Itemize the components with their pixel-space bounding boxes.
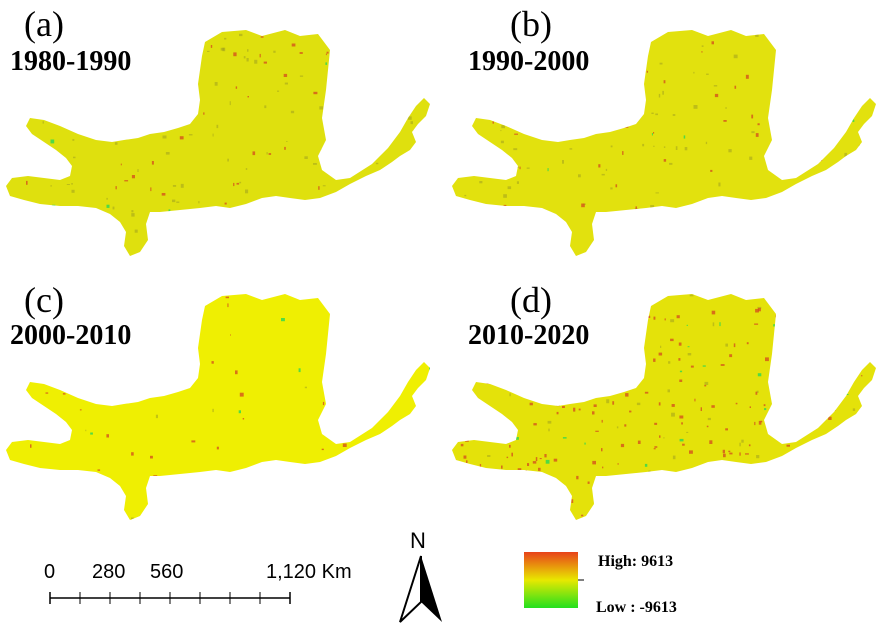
- map-region-d: [452, 294, 876, 520]
- panel-label: (b): [510, 4, 552, 44]
- legend-low-label: Low : -9613: [596, 599, 677, 616]
- map-panel-d: (d) 2010-2020: [446, 264, 892, 534]
- map-region-b: [452, 30, 876, 256]
- north-arrow-icon: [399, 555, 442, 623]
- map-region-c: [6, 294, 430, 520]
- period-label: 2010-2020: [468, 320, 590, 351]
- map-panel-a: (a) 1980-1990: [0, 0, 446, 270]
- scale-tick-label-1120: 1,120 Km: [266, 561, 352, 583]
- legend-color-ramp: [524, 552, 584, 608]
- map-region-a: [6, 30, 430, 256]
- scale-tick-label-0: 0: [44, 561, 56, 583]
- period-label: 1990-2000: [468, 46, 590, 77]
- map-panel-b: (b) 1990-2000: [446, 0, 892, 270]
- north-letter: N: [410, 528, 426, 553]
- legend-high-label: High: 9613: [598, 553, 674, 570]
- panel-label: (c): [24, 280, 64, 320]
- scale-tick-label-280: 280: [92, 561, 126, 583]
- scale-tick-label-560: 560: [150, 561, 184, 583]
- period-label: 1980-1990: [10, 46, 132, 77]
- period-label: 2000-2010: [10, 320, 132, 351]
- panel-label: (d): [510, 280, 552, 320]
- scale-bar: [49, 592, 291, 604]
- panel-label: (a): [24, 4, 64, 44]
- map-panel-c: (c) 2000-2010: [0, 264, 446, 534]
